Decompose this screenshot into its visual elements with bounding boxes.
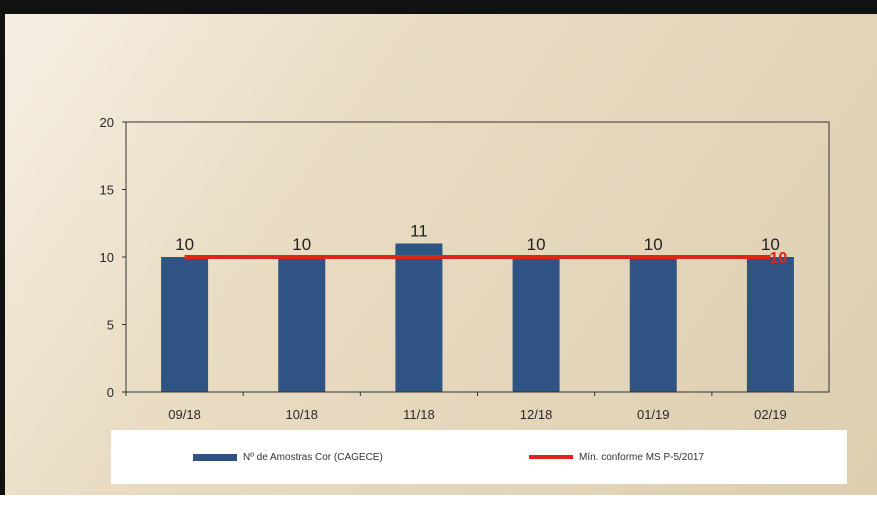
x-tick-label: 01/19	[637, 407, 670, 422]
y-tick-label: 5	[107, 318, 114, 333]
x-tick-label: 11/18	[403, 407, 435, 422]
bar	[161, 257, 209, 392]
legend-swatch-line	[529, 455, 573, 459]
bar-data-label: 10	[761, 235, 780, 254]
reference-line-label: 10	[770, 250, 788, 267]
x-tick-label: 09/18	[168, 407, 201, 422]
legend-swatch-bars	[193, 453, 237, 461]
chart-svg: 0 5 10 15 20 09/18 10/18 11/18 12/18 01/19 02/19 1…	[100, 115, 830, 422]
y-tick-label: 15	[100, 183, 114, 198]
bar-data-label: 11	[410, 222, 428, 241]
bar-data-label: 10	[644, 235, 663, 254]
x-tick-label: 10/18	[285, 407, 318, 422]
y-tick-label: 20	[100, 115, 114, 130]
bar	[746, 257, 794, 392]
bar-data-label: 10	[292, 235, 311, 254]
chart-frame: 0 5 10 15 20 09/18 10/18 11/18 12/18 01/19 02/19 1…	[0, 0, 877, 495]
y-tick-label: 10	[100, 250, 114, 265]
x-tick-label: 02/19	[754, 407, 787, 422]
legend-label-line: Mín. conforme MS P-5/2017	[579, 451, 705, 463]
chart-legend: Nº de Amostras Cor (CAGECE) Mín. conform…	[111, 430, 847, 484]
legend-item-bars: Nº de Amostras Cor (CAGECE)	[193, 430, 383, 484]
bar-data-label: 10	[527, 235, 546, 254]
y-tick-label: 0	[107, 385, 114, 400]
legend-item-line: Mín. conforme MS P-5/2017	[529, 430, 704, 484]
x-tick-label: 12/18	[520, 407, 553, 422]
bar	[629, 257, 677, 392]
legend-label-bars: Nº de Amostras Cor (CAGECE)	[243, 451, 383, 463]
bar	[278, 257, 326, 392]
bar	[395, 243, 443, 392]
bar-data-label: 10	[175, 235, 194, 254]
bar	[512, 257, 560, 392]
